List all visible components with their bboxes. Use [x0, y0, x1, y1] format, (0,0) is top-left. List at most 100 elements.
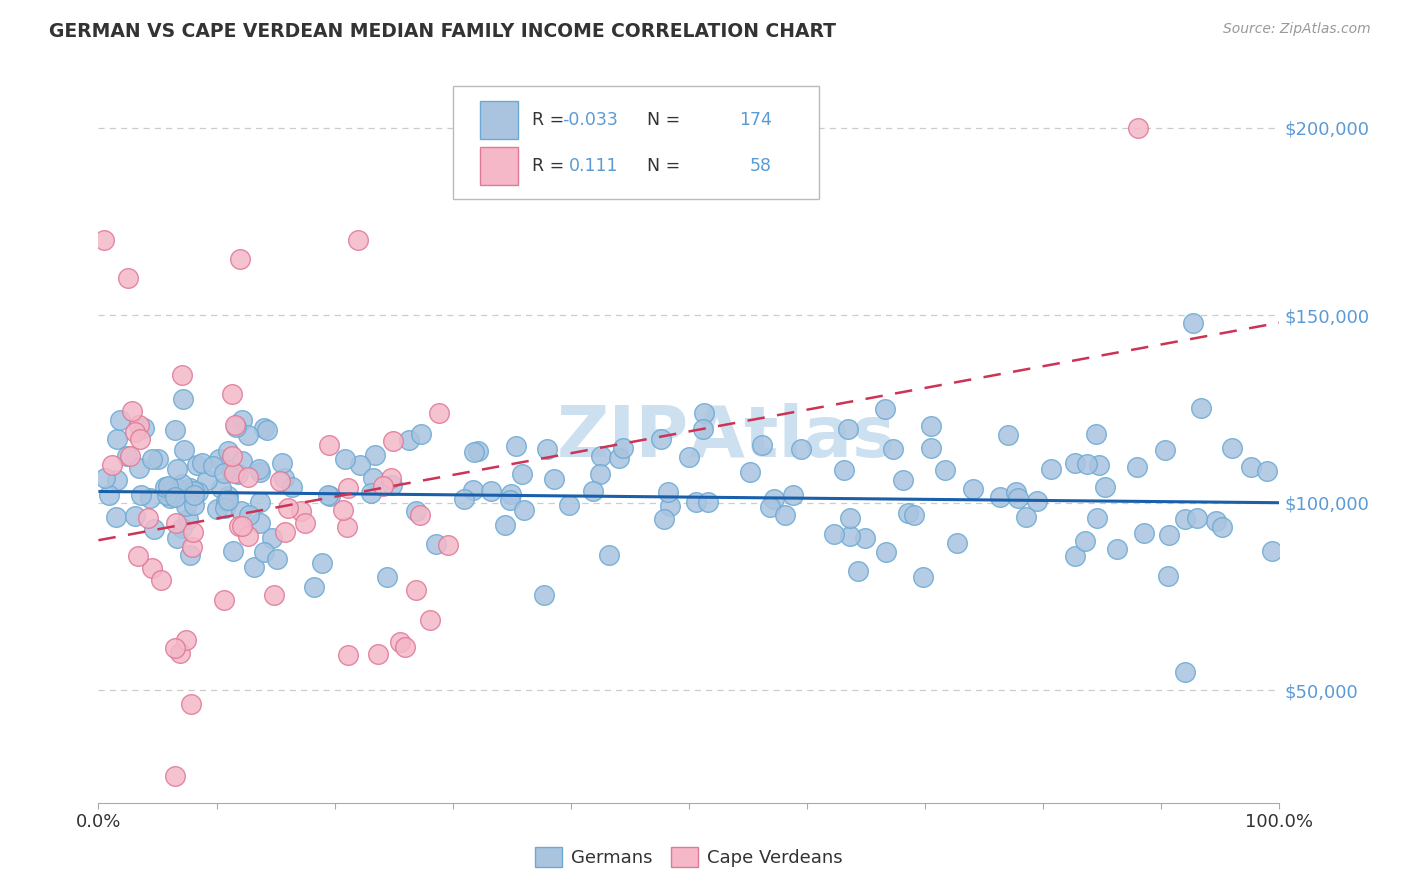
Point — [1220, 441, 1243, 455]
Point — [219, 463, 242, 477]
Point — [920, 418, 942, 433]
Point — [962, 482, 984, 496]
Point — [988, 491, 1011, 505]
Point — [589, 449, 612, 463]
Point — [247, 462, 270, 476]
Point — [165, 490, 187, 504]
Point — [273, 471, 295, 485]
Point — [436, 538, 458, 552]
Point — [336, 648, 359, 662]
Point — [371, 478, 394, 492]
Point — [837, 422, 859, 436]
Point — [217, 493, 239, 508]
Point — [217, 489, 239, 503]
Point — [221, 387, 243, 401]
Point — [558, 498, 581, 512]
Point — [823, 527, 845, 541]
Point — [226, 467, 249, 482]
Point — [1074, 534, 1097, 549]
Text: Source: ZipAtlas.com: Source: ZipAtlas.com — [1223, 22, 1371, 37]
Point — [678, 450, 700, 465]
Point — [607, 451, 630, 466]
Text: N =: N = — [636, 111, 686, 128]
Point — [1260, 544, 1282, 558]
Point — [311, 556, 333, 570]
Point — [121, 404, 143, 418]
Point — [179, 549, 201, 563]
Point — [231, 519, 253, 533]
Point — [773, 508, 796, 522]
Point — [266, 552, 288, 566]
Point — [419, 613, 441, 627]
Point — [136, 511, 159, 525]
Point — [479, 484, 502, 499]
Point — [165, 640, 187, 655]
Point — [893, 473, 915, 487]
Text: ZIP: ZIP — [557, 402, 689, 472]
Point — [260, 531, 283, 545]
Bar — [479, 101, 517, 138]
Point — [294, 516, 316, 530]
Point — [375, 570, 398, 584]
Point — [543, 472, 565, 486]
Point — [875, 545, 897, 559]
Point — [263, 587, 285, 601]
Point — [763, 492, 786, 507]
Point — [169, 646, 191, 660]
Point — [229, 252, 252, 266]
Point — [838, 529, 860, 543]
Point — [170, 521, 193, 535]
Point — [501, 486, 523, 500]
Point — [759, 500, 782, 514]
Point — [124, 509, 146, 524]
Point — [882, 442, 904, 457]
Point — [405, 582, 427, 597]
Text: R =: R = — [531, 157, 569, 175]
Point — [179, 481, 201, 495]
Point — [333, 452, 356, 467]
Point — [215, 494, 238, 508]
Point — [463, 444, 485, 458]
Text: N =: N = — [636, 157, 686, 175]
Point — [751, 438, 773, 452]
Point — [201, 458, 224, 473]
Point — [231, 413, 253, 427]
Point — [381, 434, 404, 449]
Point — [195, 473, 218, 487]
Point — [505, 439, 527, 453]
Point — [93, 471, 115, 485]
Point — [896, 506, 918, 520]
Point — [214, 500, 236, 515]
Text: 0.111: 0.111 — [568, 157, 619, 175]
Point — [1205, 514, 1227, 528]
FancyBboxPatch shape — [453, 86, 818, 200]
Point — [221, 450, 243, 464]
Text: R =: R = — [531, 111, 569, 128]
Point — [165, 516, 187, 530]
Point — [1126, 120, 1149, 135]
Point — [692, 422, 714, 436]
Point — [946, 535, 969, 549]
Point — [1085, 511, 1108, 525]
Point — [224, 417, 246, 432]
Point — [405, 503, 427, 517]
Text: Atlas: Atlas — [689, 402, 896, 472]
Point — [394, 640, 416, 654]
Point — [120, 450, 142, 464]
Point — [169, 482, 191, 496]
Point — [129, 488, 152, 502]
Point — [172, 392, 194, 407]
Point — [231, 504, 253, 518]
Point — [598, 548, 620, 562]
Point — [832, 463, 855, 477]
Point — [873, 401, 896, 416]
Point — [903, 508, 925, 522]
Point — [650, 432, 672, 446]
Point — [269, 474, 291, 488]
Point — [222, 466, 245, 480]
Point — [361, 470, 384, 484]
Point — [170, 477, 193, 491]
Point — [380, 471, 402, 485]
Point — [533, 588, 555, 602]
Point — [398, 433, 420, 447]
